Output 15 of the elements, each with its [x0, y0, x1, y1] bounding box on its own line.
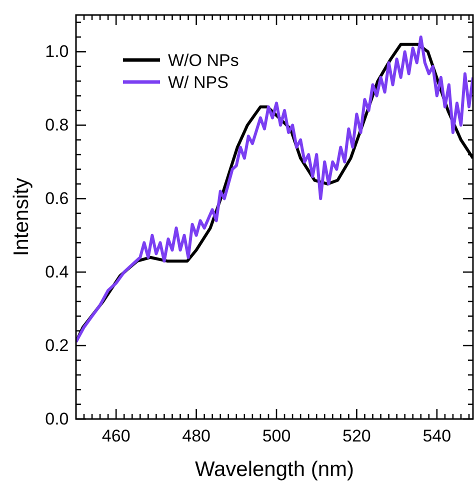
y-tick-label: 0.8 — [45, 116, 69, 135]
legend-label: W/ NPS — [168, 73, 228, 92]
x-tick-label: 460 — [102, 426, 130, 446]
x-axis-title: Wavelength (nm) — [194, 458, 354, 481]
y-tick-label: 0.0 — [45, 409, 69, 428]
y-tick-label: 0.6 — [45, 189, 69, 208]
y-tick-label: 1.0 — [45, 42, 69, 62]
x-tick-label: 540 — [422, 426, 452, 446]
x-tick-label: 500 — [262, 426, 291, 446]
x-tick-label: 520 — [342, 426, 371, 446]
y-tick-label: 0.4 — [45, 262, 69, 282]
y-tick-label: 0.2 — [45, 336, 69, 355]
legend-label: W/O NPs — [168, 51, 239, 70]
x-tick-label: 480 — [182, 426, 210, 446]
y-axis-title: Intensity — [10, 177, 33, 256]
